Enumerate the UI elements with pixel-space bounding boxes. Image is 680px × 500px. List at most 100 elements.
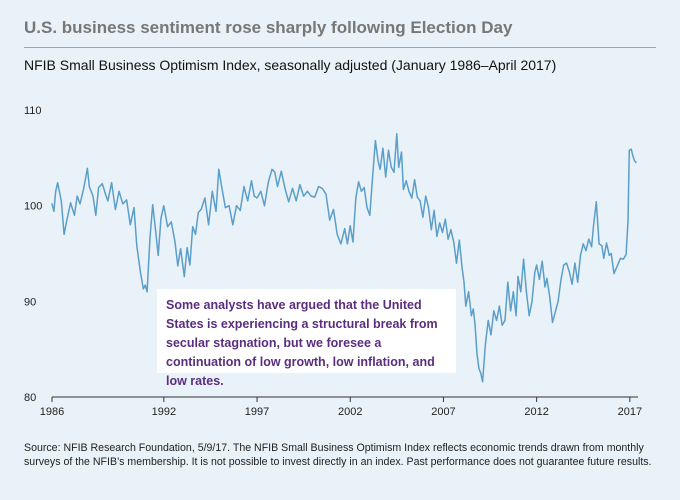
data-point <box>551 321 554 323</box>
data-point <box>111 182 113 184</box>
data-point <box>398 166 400 168</box>
data-point <box>239 209 241 211</box>
data-point <box>461 267 463 269</box>
data-point <box>154 229 157 231</box>
data-point <box>192 226 194 228</box>
data-point <box>160 217 162 219</box>
data-point <box>118 190 120 192</box>
title-divider <box>24 47 656 48</box>
data-point <box>211 190 213 192</box>
data-point <box>400 151 403 153</box>
data-point <box>610 252 612 255</box>
data-point <box>571 283 573 285</box>
x-tick-label: 1992 <box>152 406 176 418</box>
data-point <box>57 182 59 184</box>
data-point <box>393 171 395 173</box>
data-point <box>267 182 269 184</box>
data-point <box>510 310 512 312</box>
data-point <box>525 291 528 293</box>
data-point <box>224 207 226 209</box>
data-point <box>276 185 279 188</box>
x-tick-label: 2017 <box>618 406 642 418</box>
data-point <box>288 201 290 203</box>
data-point <box>501 324 503 326</box>
data-point <box>218 168 220 170</box>
data-point <box>436 235 438 237</box>
data-point <box>70 202 72 204</box>
data-point <box>291 187 294 189</box>
data-point <box>149 238 151 240</box>
data-point <box>372 176 374 178</box>
chart-subtitle: NFIB Small Business Optimism Index, seas… <box>24 57 557 73</box>
data-point <box>51 203 53 205</box>
data-point <box>98 186 100 189</box>
data-point <box>136 245 138 247</box>
data-point <box>385 176 387 178</box>
data-point <box>83 187 85 189</box>
data-point <box>633 160 636 162</box>
data-point <box>447 238 449 240</box>
data-point <box>126 199 128 201</box>
data-point <box>271 168 273 170</box>
data-point <box>180 248 182 250</box>
data-point <box>73 214 75 216</box>
data-point <box>379 168 381 170</box>
data-point <box>306 190 308 192</box>
chart-title: U.S. business sentiment rose sharply fol… <box>24 18 513 37</box>
data-point <box>613 273 615 275</box>
data-point <box>139 272 142 274</box>
data-point <box>253 195 255 197</box>
y-axis: 80 90 100 110 <box>24 105 42 404</box>
data-point <box>346 243 348 245</box>
data-point <box>541 260 543 262</box>
series-points <box>51 133 637 383</box>
data-point <box>427 207 430 209</box>
data-point <box>493 310 495 312</box>
data-point <box>133 207 135 209</box>
data-point <box>619 257 622 259</box>
data-point <box>549 296 551 298</box>
data-point <box>181 262 184 264</box>
data-point <box>422 216 424 218</box>
data-point <box>352 241 354 243</box>
data-point <box>349 225 351 227</box>
data-point <box>243 185 245 188</box>
data-point <box>588 238 590 240</box>
data-point <box>565 262 568 264</box>
data-point <box>455 262 458 264</box>
y-tick-label: 80 <box>24 392 36 404</box>
data-point <box>546 277 548 279</box>
data-point <box>197 211 199 213</box>
data-point <box>200 208 202 211</box>
data-point <box>430 229 432 231</box>
data-point <box>627 220 629 222</box>
x-tick-label: 2012 <box>524 406 548 418</box>
data-point <box>284 187 286 189</box>
data-point <box>405 180 407 182</box>
data-point <box>603 257 605 259</box>
x-tick-label: 2002 <box>338 406 362 418</box>
data-point <box>470 315 472 317</box>
data-point <box>76 195 78 197</box>
data-point <box>55 190 57 192</box>
source-note: Source: NFIB Research Foundation, 5/9/17… <box>24 442 652 468</box>
data-point <box>310 195 312 197</box>
data-point <box>579 254 582 256</box>
data-point <box>66 219 68 221</box>
data-point <box>122 203 124 205</box>
data-point <box>280 170 282 172</box>
data-point <box>396 133 398 135</box>
data-point <box>194 233 197 235</box>
data-point <box>129 224 131 226</box>
data-point <box>144 284 146 286</box>
data-point <box>534 272 536 274</box>
data-point <box>186 247 188 249</box>
data-point <box>215 210 217 212</box>
data-point <box>515 315 517 317</box>
data-point <box>303 195 305 197</box>
data-point <box>79 203 81 205</box>
data-point <box>635 162 637 164</box>
data-point <box>595 201 597 203</box>
data-point <box>105 195 107 197</box>
data-point <box>482 381 484 383</box>
